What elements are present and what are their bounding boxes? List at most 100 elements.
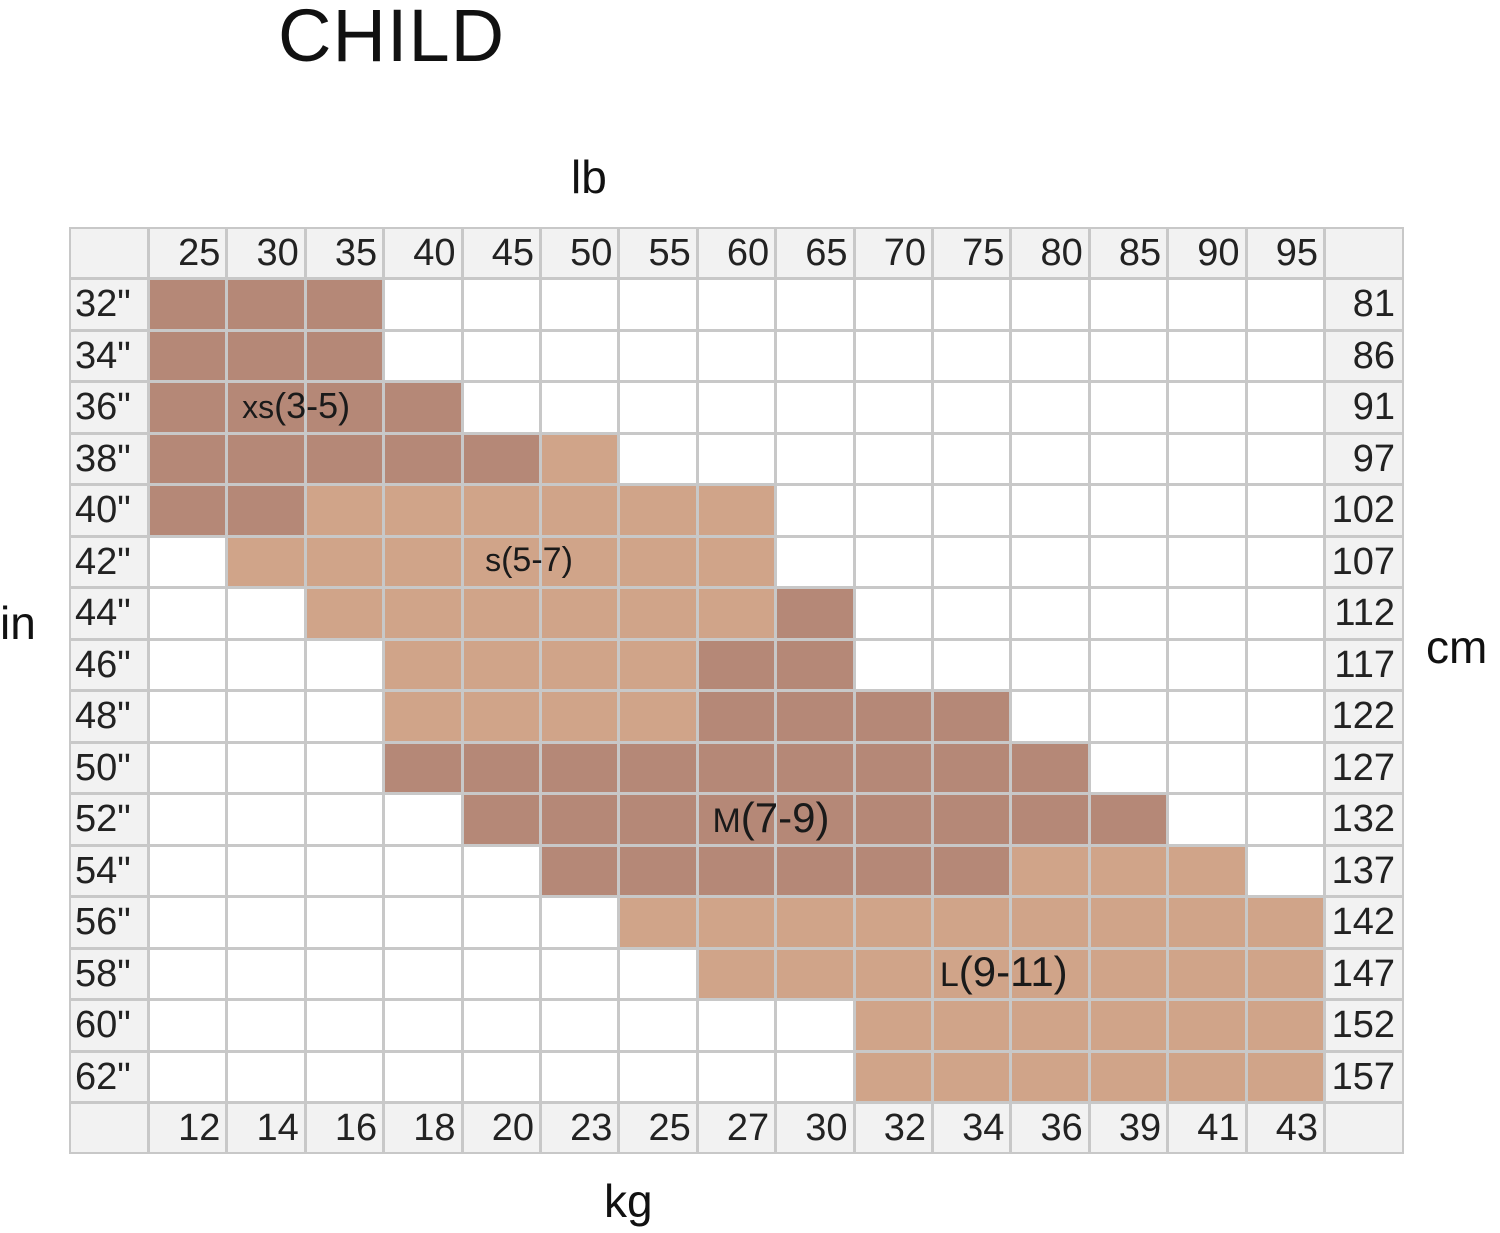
empty-cell: [853, 587, 933, 640]
size-age-range: (7-9): [740, 793, 830, 841]
empty-cell: [932, 329, 1012, 382]
empty-cell: [461, 1050, 541, 1103]
size-cell-m: [1088, 793, 1169, 846]
empty-cell: [461, 947, 541, 1000]
size-cell-xs: [461, 432, 541, 485]
size-cell-l: [1245, 999, 1325, 1052]
size-cell-m: [696, 638, 777, 691]
top-tick-label: 25: [178, 232, 221, 274]
empty-cell: [1010, 432, 1090, 485]
empty-cell: [148, 690, 228, 743]
size-cell-l: [853, 896, 933, 949]
size-cell-s: [618, 638, 698, 691]
empty-cell: [853, 535, 933, 588]
empty-cell: [1245, 793, 1325, 846]
right-tick-label: 102: [1331, 489, 1395, 531]
empty-cell: [618, 329, 698, 382]
size-cell-s: [304, 587, 385, 640]
left-tick-label: 38": [75, 437, 131, 480]
empty-cell: [1088, 535, 1169, 588]
size-cell-xs: [148, 278, 228, 331]
empty-cell: [304, 896, 385, 949]
top-tick-label: 75: [962, 232, 1005, 274]
bottom-header-cell: [1088, 1102, 1169, 1154]
empty-cell: [383, 329, 463, 382]
size-cell-s: [461, 690, 541, 743]
corner-cell: [1324, 1102, 1404, 1154]
size-cell-l: [932, 1050, 1012, 1103]
empty-cell: [148, 947, 228, 1000]
empty-cell: [461, 278, 541, 331]
empty-cell: [148, 638, 228, 691]
empty-cell: [1245, 381, 1325, 434]
empty-cell: [932, 432, 1012, 485]
size-cell-s: [618, 535, 698, 588]
empty-cell: [775, 432, 855, 485]
size-cell-xs: [304, 432, 385, 485]
left-header-cell: [69, 535, 149, 588]
size-cell-xs: [226, 484, 306, 537]
size-cell-s: [383, 587, 463, 640]
size-cell-m: [775, 638, 855, 691]
size-cell-s: [461, 587, 541, 640]
size-cell-m: [853, 690, 933, 743]
empty-cell: [148, 896, 228, 949]
empty-cell: [775, 278, 855, 331]
empty-cell: [1167, 432, 1247, 485]
bottom-header-cell: [853, 1102, 933, 1154]
size-cell-s: [461, 484, 541, 537]
size-cell-s: [540, 484, 620, 537]
size-cell-xs: [383, 381, 463, 434]
empty-cell: [226, 844, 306, 897]
right-tick-label: 107: [1331, 540, 1395, 583]
size-cell-l: [1088, 1050, 1169, 1103]
empty-cell: [1245, 278, 1325, 331]
empty-cell: [383, 1050, 463, 1103]
right-tick-label: 91: [1352, 386, 1395, 428]
empty-cell: [148, 999, 228, 1052]
empty-cell: [304, 844, 385, 897]
left-tick-label: 58": [75, 952, 131, 995]
size-cell-s: [304, 535, 385, 588]
bottom-header-cell: [148, 1102, 228, 1154]
top-header-cell: [148, 227, 228, 279]
bottom-header-cell: [1010, 1102, 1090, 1154]
size-cell-xs: [304, 278, 385, 331]
size-cell-s: [540, 535, 620, 588]
bottom-header-cell: [1167, 1102, 1247, 1154]
size-cell-l: [853, 999, 933, 1052]
right-axis-label: cm: [1426, 621, 1488, 673]
size-cell-xs: [148, 329, 228, 382]
size-cell-m: [932, 741, 1012, 794]
empty-cell: [775, 329, 855, 382]
size-cell-l: [696, 896, 777, 949]
right-tick-label: 81: [1352, 283, 1395, 325]
left-header-cell: [69, 793, 149, 846]
left-tick-label: 56": [75, 901, 131, 943]
top-header-cell: [304, 227, 385, 279]
empty-cell: [618, 278, 698, 331]
size-cell-s: [383, 690, 463, 743]
empty-cell: [1167, 638, 1247, 691]
size-cell-s: [304, 484, 385, 537]
right-tick-label: 127: [1331, 746, 1395, 789]
size-cell-m: [540, 741, 620, 794]
size-cell-m: [618, 844, 698, 897]
left-tick-label: 46": [75, 643, 131, 686]
empty-cell: [1245, 844, 1325, 897]
empty-cell: [618, 947, 698, 1000]
empty-cell: [1245, 690, 1325, 743]
empty-cell: [853, 329, 933, 382]
bottom-header-cell: [383, 1102, 463, 1154]
top-tick-label: 95: [1275, 232, 1318, 274]
empty-cell: [226, 587, 306, 640]
left-tick-label: 36": [75, 386, 131, 428]
top-tick-label: 45: [491, 232, 534, 274]
size-cell-s: [618, 587, 698, 640]
empty-cell: [932, 535, 1012, 588]
bottom-header-cell: [775, 1102, 855, 1154]
size-cell-m: [461, 741, 541, 794]
left-tick-label: 42": [75, 540, 131, 583]
right-tick-label: 137: [1331, 849, 1395, 892]
top-tick-label: 90: [1197, 232, 1240, 274]
